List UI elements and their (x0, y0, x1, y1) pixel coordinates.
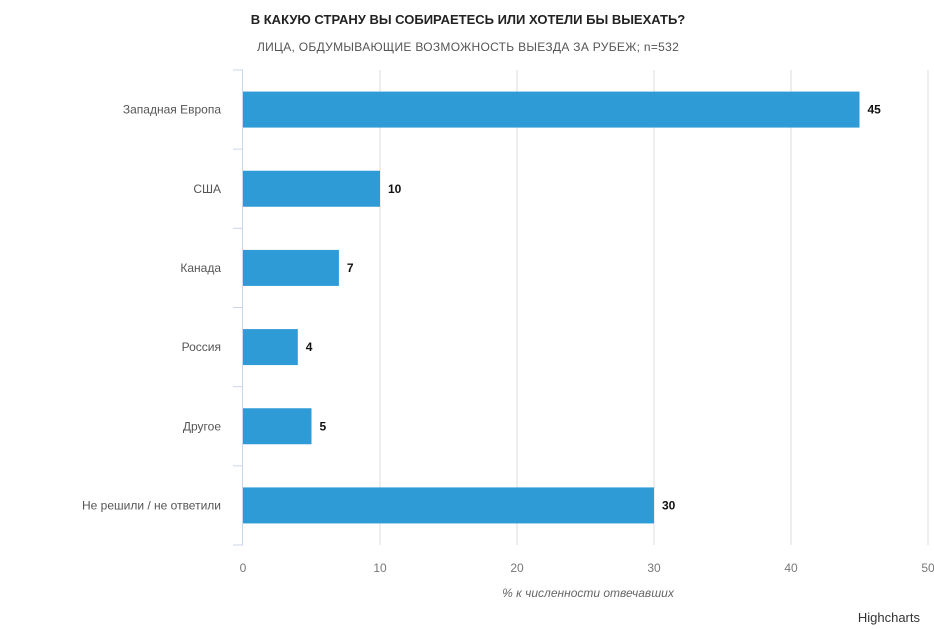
data-label: 5 (320, 419, 327, 433)
x-axis-title: % к численности отвечавших (502, 586, 675, 600)
category-label: Западная Европа (123, 103, 221, 117)
category-label: США (193, 182, 221, 196)
category-label: Канада (180, 261, 221, 275)
chart-subtitle: ЛИЦА, ОБДУМЫВАЮЩИЕ ВОЗМОЖНОСТЬ ВЫЕЗДА ЗА… (257, 40, 679, 54)
data-label: 10 (388, 182, 402, 196)
chart-title: В КАКУЮ СТРАНУ ВЫ СОБИРАЕТЕСЬ ИЛИ ХОТЕЛИ… (251, 12, 686, 27)
bar[interactable] (243, 408, 312, 445)
x-tick-label: 40 (784, 561, 798, 575)
bar[interactable] (243, 91, 860, 128)
category-label: Другое (183, 419, 221, 433)
data-label: 4 (306, 340, 313, 354)
category-label: Не решили / не ответили (82, 498, 221, 512)
x-tick-label: 30 (647, 561, 661, 575)
bar[interactable] (243, 329, 298, 366)
highcharts-credit-link[interactable]: Highcharts (858, 610, 921, 625)
value-axis-ticks: 0 10 20 30 40 50 (240, 561, 934, 575)
x-tick-label: 0 (240, 561, 247, 575)
bar[interactable] (243, 170, 380, 207)
data-label: 7 (347, 261, 354, 275)
data-label: 45 (868, 103, 882, 117)
bar[interactable] (243, 487, 654, 524)
category-labels: Западная Европа США Канада Россия Другое Не р… (82, 103, 221, 513)
data-label: 30 (662, 498, 676, 512)
category-axis (233, 69, 243, 546)
bar-series (243, 91, 860, 524)
x-tick-label: 50 (921, 561, 934, 575)
category-label: Россия (182, 340, 221, 354)
x-tick-label: 20 (510, 561, 524, 575)
bar[interactable] (243, 249, 339, 286)
x-tick-label: 10 (373, 561, 387, 575)
grid-lines (379, 70, 929, 545)
